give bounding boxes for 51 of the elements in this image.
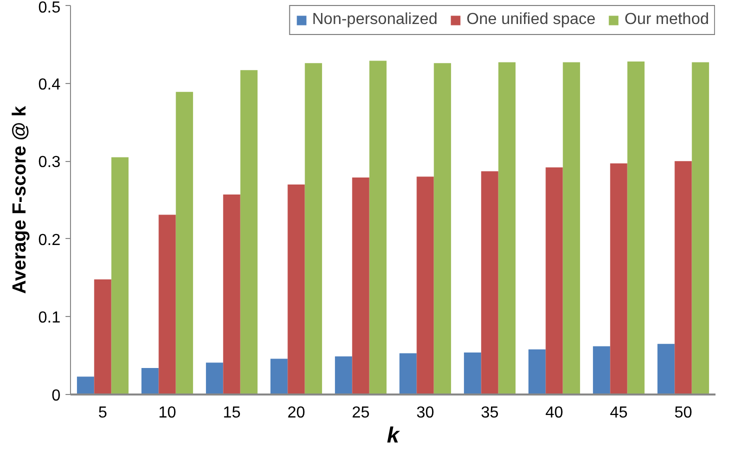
bar <box>562 62 580 394</box>
x-tick-label: 40 <box>545 404 564 422</box>
x-tick-label: 35 <box>480 404 499 422</box>
bar <box>657 344 675 394</box>
bar <box>288 184 305 394</box>
bar <box>434 63 452 394</box>
bar <box>94 279 112 394</box>
x-tick-label: 10 <box>158 404 176 422</box>
bar <box>352 177 370 394</box>
x-tick-label: 20 <box>287 404 306 422</box>
bar <box>464 352 482 394</box>
bar <box>270 358 288 394</box>
x-tick-label: 50 <box>674 404 692 422</box>
bar <box>416 176 434 394</box>
x-tick-label: 5 <box>98 404 108 422</box>
bar <box>223 194 240 394</box>
x-axis-title: k <box>386 422 401 448</box>
bar <box>206 362 224 394</box>
x-tick-label: 30 <box>416 404 434 422</box>
bar <box>481 171 498 394</box>
bar <box>334 356 352 394</box>
x-tick-label: 25 <box>352 404 370 422</box>
bar <box>141 368 159 394</box>
y-tick-label: 0.1 <box>38 310 61 327</box>
bar <box>498 62 516 394</box>
bar <box>592 346 610 394</box>
bar <box>111 157 129 394</box>
x-tick-label: 45 <box>610 404 628 422</box>
bar <box>399 353 417 394</box>
bar <box>304 63 322 394</box>
y-tick-label: 0 <box>52 388 61 404</box>
x-tick-label: 15 <box>222 404 241 422</box>
legend-label: Our method <box>624 11 709 29</box>
bar <box>610 163 628 394</box>
y-tick-label: 0.3 <box>38 154 61 172</box>
legend-label: Non-personalized <box>312 11 438 29</box>
bar <box>674 161 692 394</box>
bar <box>240 70 258 394</box>
bar <box>546 167 563 394</box>
y-axis-title: Average F-score @ k <box>9 106 30 294</box>
bar <box>627 62 645 394</box>
bar <box>369 60 387 394</box>
bar <box>176 92 194 394</box>
bar <box>692 62 710 394</box>
y-tick-label: 0.4 <box>38 76 61 94</box>
bar <box>76 376 94 394</box>
bar <box>158 214 176 394</box>
y-tick-label: 0.2 <box>38 232 61 249</box>
y-tick-label: 0.5 <box>38 0 61 16</box>
legend-label: One unified space <box>466 11 596 29</box>
bar <box>528 349 546 394</box>
